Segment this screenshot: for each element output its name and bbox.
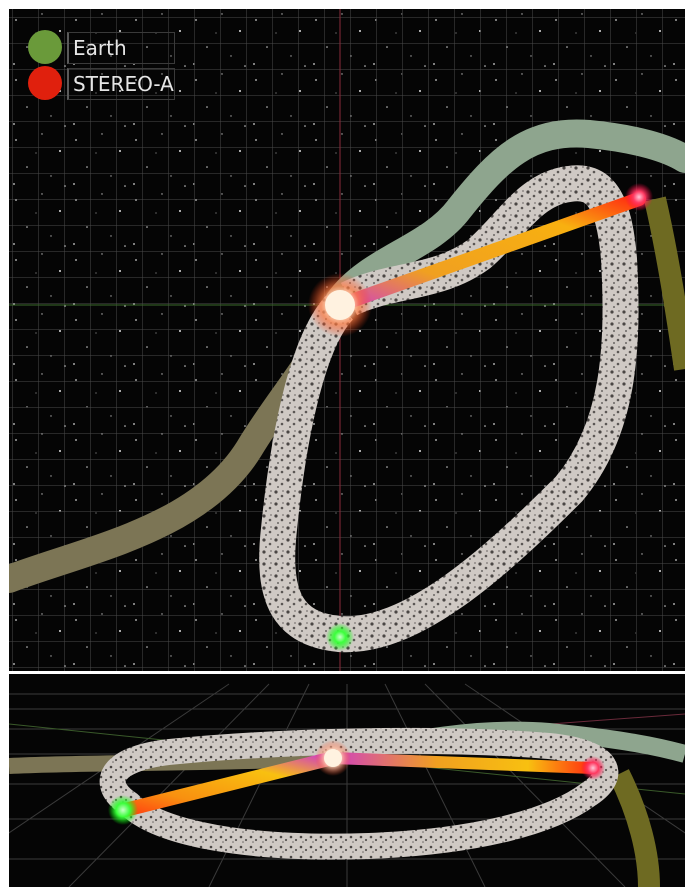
earth-marker[interactable] — [326, 623, 354, 651]
orbit-band — [259, 165, 639, 653]
legend-label-stereo-a: STEREO-A — [67, 68, 175, 100]
legend-label-earth: Earth — [67, 32, 175, 64]
sun-earth-beam-perspective — [118, 751, 340, 817]
sun-stereo-beam — [333, 192, 646, 312]
stereo-trail-shadow-perspective — [609, 769, 660, 887]
earth-marker-perspective[interactable] — [108, 795, 138, 825]
perspective-view-panel[interactable] — [9, 674, 685, 887]
earth-color-swatch — [28, 30, 62, 64]
stereo-a-marker[interactable] — [625, 183, 653, 211]
top-view-panel[interactable]: Earth STEREO-A — [9, 9, 685, 671]
stereo-trail-shadow — [644, 196, 685, 371]
stereo-trail-band — [325, 119, 685, 315]
stereo-a-color-swatch — [28, 66, 62, 100]
sun-marker-perspective[interactable] — [324, 749, 342, 767]
legend-item-stereo-a[interactable]: STEREO-A — [27, 65, 187, 101]
legend: Earth STEREO-A — [27, 29, 187, 101]
legend-item-earth[interactable]: Earth — [27, 29, 187, 65]
top-view-canvas — [9, 9, 685, 671]
perspective-view-canvas — [9, 674, 685, 887]
stereo-a-marker-perspective[interactable] — [581, 756, 605, 780]
sun-marker[interactable] — [325, 290, 355, 320]
sun-stereo-beam-perspective — [327, 752, 599, 774]
